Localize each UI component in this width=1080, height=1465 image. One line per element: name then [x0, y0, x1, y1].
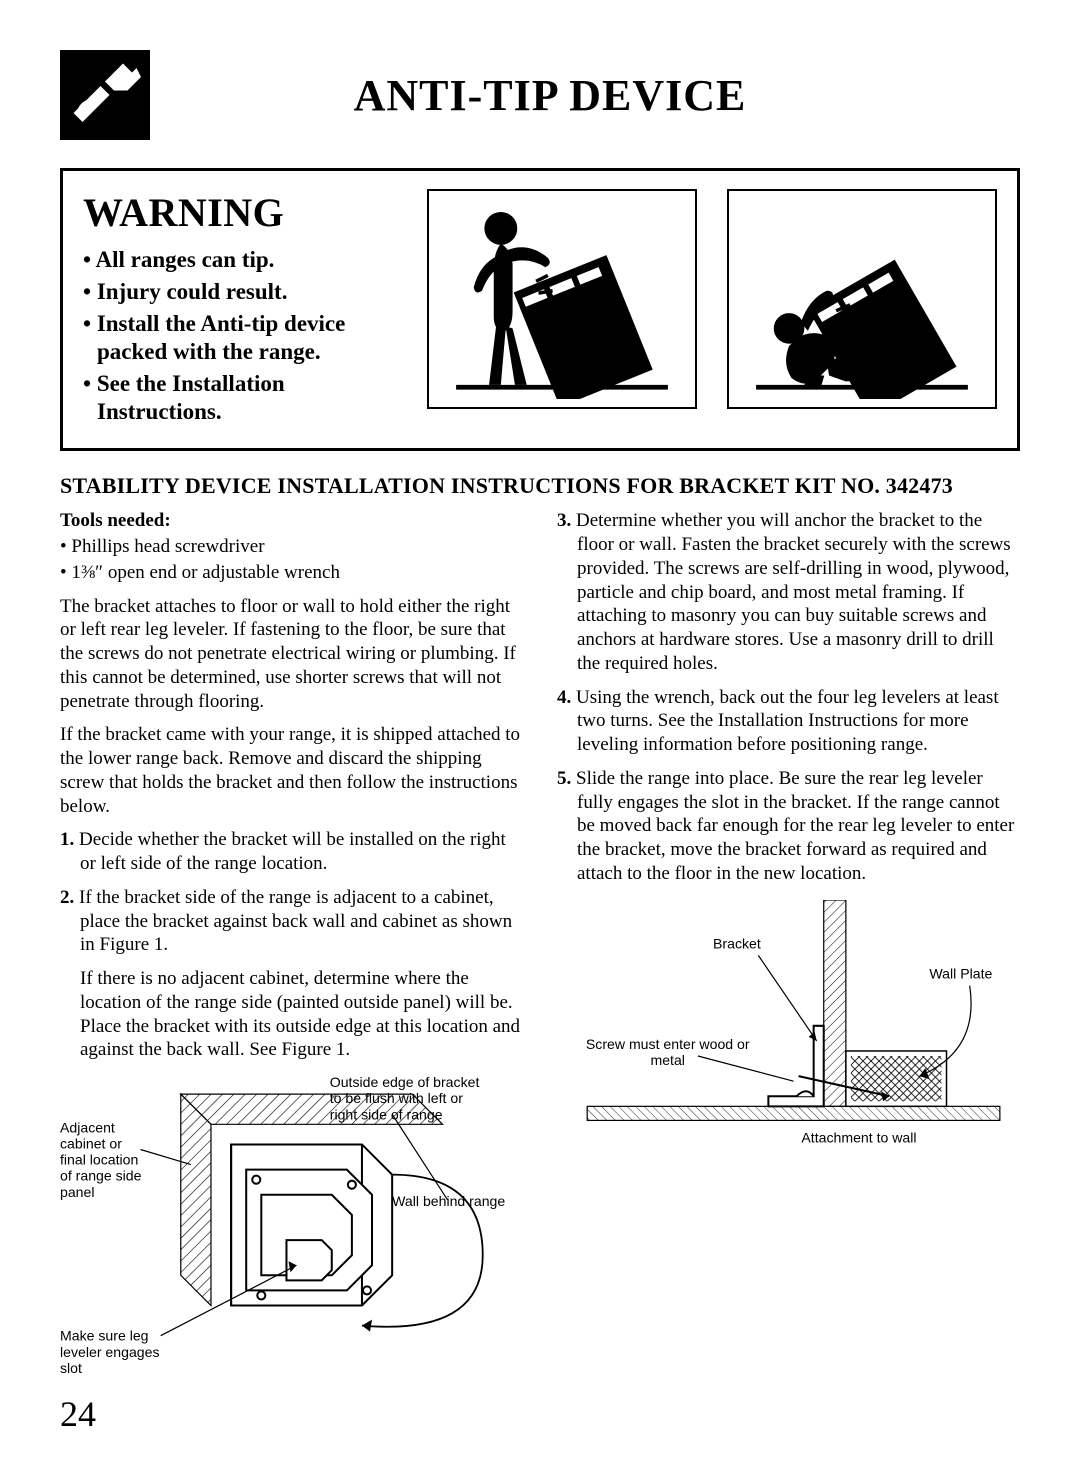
- step-item: 3. Determine whether you will anchor the…: [557, 509, 1020, 675]
- diagram-label: Bracket: [713, 935, 794, 951]
- tools-list: Phillips head screwdriver 1⅜″ open end o…: [60, 535, 523, 585]
- wall-attachment-diagram: Bracket Wall Plate Screw must enter wood…: [557, 900, 1020, 1168]
- page-header: ANTI-TIP DEVICE: [60, 50, 1020, 140]
- bracket-position-diagram: Adjacent cabinet or final location of ra…: [60, 1074, 523, 1383]
- step-number: 2.: [60, 887, 74, 908]
- intro-para: If the bracket came with your range, it …: [60, 723, 523, 818]
- step-number: 5.: [557, 768, 571, 789]
- warning-text-column: WARNING All ranges can tip. Injury could…: [83, 189, 397, 430]
- diagram-label: Wall Plate: [929, 965, 1020, 981]
- step-text: Decide whether the bracket will be insta…: [79, 829, 506, 874]
- diagram-label: Make sure leg leveler engages slot: [60, 1328, 171, 1376]
- step-number: 1.: [60, 829, 74, 850]
- steps-list-left: 1. Decide whether the bracket will be in…: [60, 828, 523, 957]
- step-item: 4. Using the wrench, back out the four l…: [557, 686, 1020, 757]
- step-subtext: If there is no adjacent cabinet, determi…: [60, 967, 523, 1062]
- diagram-label: Attachment to wall: [758, 1129, 959, 1145]
- page-number: 24: [60, 1393, 1020, 1435]
- tip-hazard-standing-icon: [427, 189, 697, 409]
- warning-item: See the Installation Instructions.: [83, 370, 397, 426]
- warning-box: WARNING All ranges can tip. Injury could…: [60, 168, 1020, 451]
- intro-para: The bracket attaches to floor or wall to…: [60, 595, 523, 714]
- left-column: Tools needed: Phillips head screwdriver …: [60, 509, 523, 1382]
- tip-hazard-fallen-icon: [727, 189, 997, 409]
- step-text: Determine whether you will anchor the br…: [576, 510, 1011, 674]
- step-number: 4.: [557, 687, 571, 708]
- step-item: 5. Slide the range into place. Be sure t…: [557, 767, 1020, 886]
- diagram-label: Wall behind range: [392, 1193, 523, 1209]
- steps-list-right: 3. Determine whether you will anchor the…: [557, 509, 1020, 885]
- diagram-label: Outside edge of bracket to be flush with…: [330, 1074, 491, 1123]
- tool-item: 1⅜″ open end or adjustable wrench: [60, 561, 523, 585]
- page-title: ANTI-TIP DEVICE: [80, 70, 1020, 121]
- tool-item: Phillips head screwdriver: [60, 535, 523, 559]
- step-number: 3.: [557, 510, 571, 531]
- diagram-label: Screw must enter wood or metal: [582, 1035, 753, 1067]
- warning-item: All ranges can tip.: [83, 246, 397, 274]
- warning-heading: WARNING: [83, 189, 397, 236]
- step-text: If the bracket side of the range is adja…: [79, 887, 512, 956]
- warning-item: Install the Anti-tip device packed with …: [83, 310, 397, 366]
- step-text: Using the wrench, back out the four leg …: [576, 687, 999, 756]
- diagram-label: Adjacent cabinet or final location of ra…: [60, 1119, 151, 1200]
- tools-needed-heading: Tools needed:: [60, 509, 523, 533]
- step-item: 2. If the bracket side of the range is a…: [60, 886, 523, 957]
- warning-list: All ranges can tip. Injury could result.…: [83, 246, 397, 426]
- step-text: Slide the range into place. Be sure the …: [576, 768, 1014, 884]
- right-column: 3. Determine whether you will anchor the…: [557, 509, 1020, 1382]
- instructions-heading: STABILITY DEVICE INSTALLATION INSTRUCTIO…: [60, 473, 1020, 499]
- instructions-columns: Tools needed: Phillips head screwdriver …: [60, 509, 1020, 1382]
- step-item: 1. Decide whether the bracket will be in…: [60, 828, 523, 876]
- warning-item: Injury could result.: [83, 278, 397, 306]
